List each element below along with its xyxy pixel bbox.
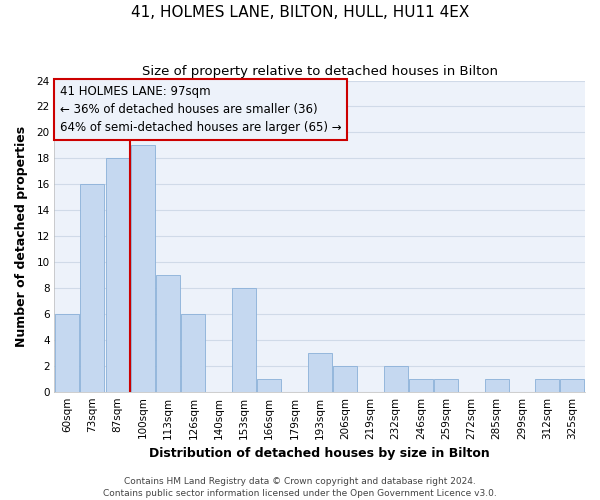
Bar	[308, 353, 332, 392]
Bar	[106, 158, 130, 392]
Title: Size of property relative to detached houses in Bilton: Size of property relative to detached ho…	[142, 65, 498, 78]
Bar	[333, 366, 357, 392]
Bar	[131, 146, 155, 392]
Bar	[560, 378, 584, 392]
Text: 41 HOLMES LANE: 97sqm
← 36% of detached houses are smaller (36)
64% of semi-deta: 41 HOLMES LANE: 97sqm ← 36% of detached …	[60, 85, 341, 134]
Y-axis label: Number of detached properties: Number of detached properties	[15, 126, 28, 346]
Bar	[409, 378, 433, 392]
Bar	[232, 288, 256, 392]
Bar	[181, 314, 205, 392]
Bar	[80, 184, 104, 392]
Text: 41, HOLMES LANE, BILTON, HULL, HU11 4EX: 41, HOLMES LANE, BILTON, HULL, HU11 4EX	[131, 5, 469, 20]
Bar	[55, 314, 79, 392]
Text: Contains HM Land Registry data © Crown copyright and database right 2024.
Contai: Contains HM Land Registry data © Crown c…	[103, 476, 497, 498]
Bar	[485, 378, 509, 392]
Bar	[156, 275, 180, 392]
Bar	[383, 366, 407, 392]
Bar	[535, 378, 559, 392]
Bar	[434, 378, 458, 392]
X-axis label: Distribution of detached houses by size in Bilton: Distribution of detached houses by size …	[149, 447, 490, 460]
Bar	[257, 378, 281, 392]
